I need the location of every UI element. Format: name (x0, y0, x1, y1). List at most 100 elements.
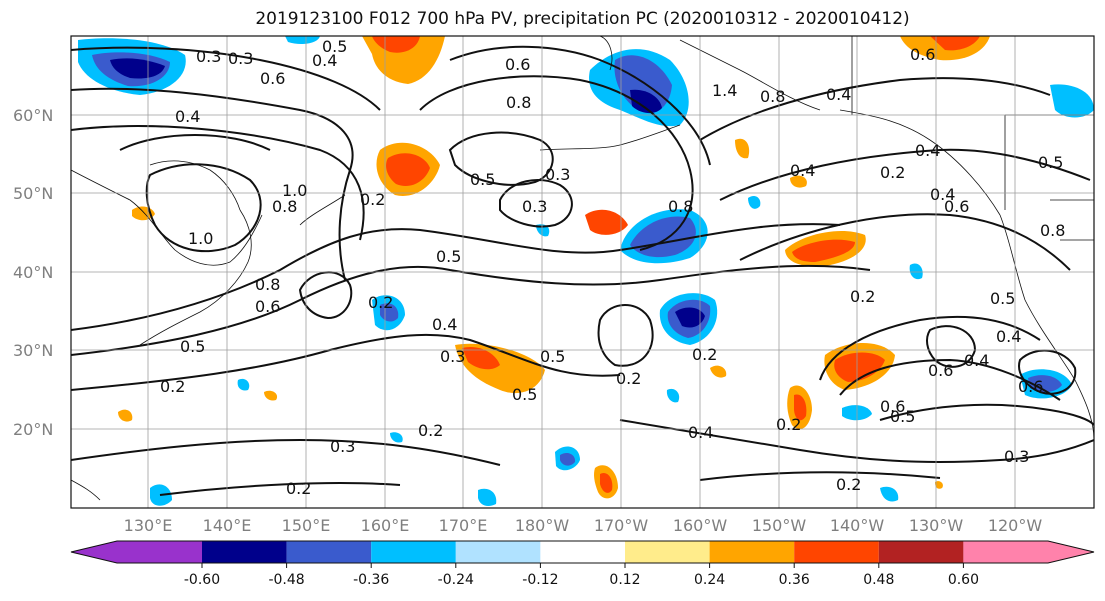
lat-label: 40°N (13, 263, 53, 282)
lon-label: 130°E (124, 516, 173, 535)
contour-label: 0.2 (360, 190, 385, 209)
colorbar-tick-label: -0.36 (353, 572, 389, 588)
contour-label: 0.2 (368, 293, 393, 312)
contour-label: 0.5 (512, 385, 537, 404)
lon-label: 120°W (988, 516, 1043, 535)
contour-label: 0.6 (910, 45, 935, 64)
colorbar-tick-label: 0.48 (863, 572, 894, 588)
colorbar-segment (878, 541, 964, 563)
colorbar-tick-label: 0.24 (694, 572, 725, 588)
colorbar-segment (540, 541, 625, 563)
contour-label: 1.0 (188, 229, 213, 248)
contour-label: 0.4 (930, 185, 955, 204)
contour-label: 0.4 (175, 107, 200, 126)
lat-label: 30°N (13, 341, 53, 360)
contour-label: 0.2 (776, 415, 801, 434)
contour-label: 0.8 (255, 275, 280, 294)
colorbar-segment (963, 541, 1094, 563)
contour-label: 0.4 (964, 351, 989, 370)
lat-label: 50°N (13, 184, 53, 203)
contour-label: 0.6 (1018, 377, 1043, 396)
colorbar-tick-label: -0.60 (184, 572, 220, 588)
colorbar-segment (71, 541, 202, 563)
contour-label: 0.8 (668, 197, 693, 216)
colorbar-ticks (201, 563, 964, 568)
contour-label: 0.2 (160, 377, 185, 396)
lon-label: 170°E (439, 516, 488, 535)
lon-label: 180°W (515, 516, 570, 535)
contour-label: 0.4 (790, 161, 815, 180)
colorbar-tick-label: 0.12 (609, 572, 640, 588)
contour-label: 0.5 (990, 289, 1015, 308)
contour-label: 0.3 (522, 197, 547, 216)
lon-label: 150°W (752, 516, 807, 535)
pv-contours (71, 45, 1094, 496)
contour-label: 0.8 (1040, 221, 1065, 240)
lon-label: 130°W (909, 516, 964, 535)
lon-label: 160°W (673, 516, 728, 535)
contour-label: 0.3 (1004, 447, 1029, 466)
lon-label: 140°W (830, 516, 885, 535)
contour-label: 0.2 (880, 163, 905, 182)
contour-label: 0.4 (915, 141, 940, 160)
lon-label: 160°E (361, 516, 410, 535)
contour-label: 0.5 (322, 37, 347, 56)
contour-label: 0.8 (506, 93, 531, 112)
contour-label: 0.2 (616, 369, 641, 388)
lat-label: 20°N (13, 420, 53, 439)
lon-label: 170°W (594, 516, 649, 535)
contour-label: 0.6 (928, 361, 953, 380)
contour-label: 0.3 (228, 49, 253, 68)
colorbar: -0.60 -0.48 -0.36 -0.24 -0.12 0.12 0.24 … (70, 540, 1095, 588)
contour-label: 0.2 (286, 479, 311, 498)
lat-label: 60°N (13, 106, 53, 125)
contour-label: 0.2 (850, 287, 875, 306)
contour-label: 0.4 (432, 315, 457, 334)
contour-label: 0.6 (880, 397, 905, 416)
contour-label: 0.3 (196, 47, 221, 66)
contour-label: 0.3 (440, 347, 465, 366)
contour-label: 0.8 (272, 197, 297, 216)
contour-label: 0.4 (826, 85, 851, 104)
contour-label: 0.4 (312, 51, 337, 70)
contour-label: 0.5 (436, 247, 461, 266)
colorbar-segment (625, 541, 710, 563)
contour-label: 0.4 (996, 327, 1021, 346)
contour-label: 0.2 (418, 421, 443, 440)
contour-label: 0.5 (180, 337, 205, 356)
longitude-labels: 130°E 140°E 150°E 160°E 170°E 180°W 170°… (124, 516, 1043, 535)
contour-label: 0.5 (540, 347, 565, 366)
contour-label: 0.2 (836, 475, 861, 494)
contour-label: 0.4 (688, 423, 713, 442)
colorbar-tick-label: 0.36 (779, 572, 810, 588)
contour-label: 0.6 (255, 297, 280, 316)
contour-label: 0.6 (505, 55, 530, 74)
contour-label: 0.2 (692, 345, 717, 364)
contour-label: 0.5 (890, 407, 915, 426)
lon-label: 150°E (282, 516, 331, 535)
precip-shading (78, 36, 1094, 506)
map-title: 2019123100 F012 700 hPa PV, precipitatio… (255, 9, 910, 29)
contour-label: 1.4 (712, 81, 737, 100)
colorbar-tick-label: -0.24 (438, 572, 474, 588)
map-frame (70, 35, 1095, 509)
gridlines (71, 36, 1094, 508)
coastlines (71, 36, 1094, 501)
latitude-labels: 60°N 50°N 40°N 30°N 20°N (13, 106, 53, 439)
colorbar-segment (371, 541, 456, 563)
lon-label: 140°E (203, 516, 252, 535)
colorbar-tick-label: -0.48 (268, 572, 304, 588)
contour-labels: 0.3 0.5 0.4 0.6 0.6 0.8 0.4 1.4 0.8 0.4 … (160, 37, 1065, 498)
contour-label: 0.6 (260, 69, 285, 88)
colorbar-segment (286, 541, 372, 563)
contour-label: 0.3 (330, 437, 355, 456)
colorbar-tick-label: -0.12 (522, 572, 558, 588)
contour-label: 0.5 (470, 170, 495, 189)
contour-label: 0.3 (545, 165, 570, 184)
colorbar-segment (794, 541, 879, 563)
colorbar-segment (709, 541, 795, 563)
contour-label: 0.5 (1038, 153, 1063, 172)
colorbar-segment (455, 541, 541, 563)
colorbar-segment (202, 541, 287, 563)
